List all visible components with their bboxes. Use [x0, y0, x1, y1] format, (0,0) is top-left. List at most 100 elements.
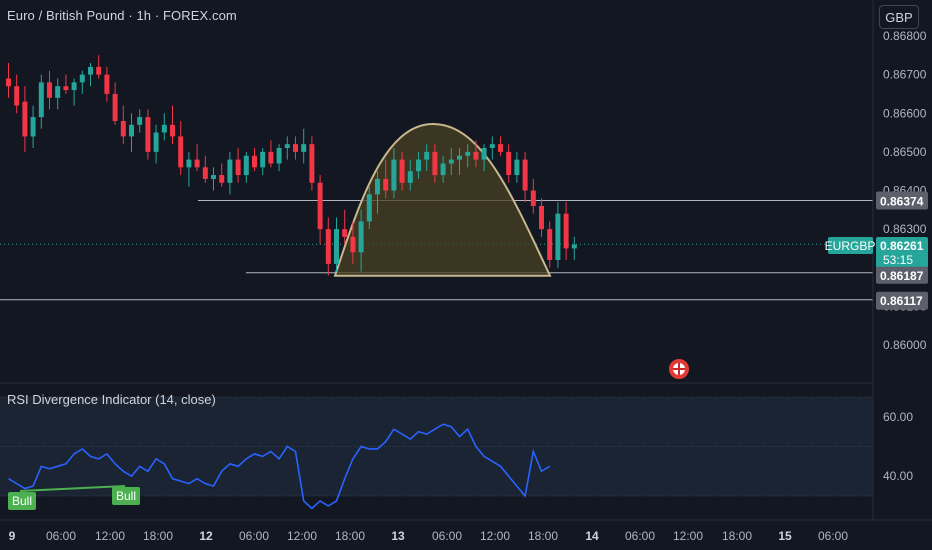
- price-tick: 0.86300: [883, 222, 927, 236]
- level-support-label: 0.86117: [880, 294, 923, 308]
- candle-body: [243, 155, 249, 176]
- candle-body: [383, 178, 389, 191]
- candle-body: [399, 159, 405, 183]
- candle-body: [366, 194, 372, 222]
- time-tick: 06:00: [625, 529, 655, 543]
- time-tick: 12:00: [287, 529, 317, 543]
- level-lower-box: [876, 266, 928, 284]
- time-tick: 06:00: [239, 529, 269, 543]
- candle-body: [104, 74, 110, 94]
- rounded-top-pattern: [333, 122, 552, 277]
- bull-label-box: [8, 492, 36, 510]
- candle-body: [563, 213, 569, 249]
- time-tick: 06:00: [432, 529, 462, 543]
- candle-body: [260, 151, 266, 168]
- candle-body: [211, 175, 216, 179]
- candle-body: [145, 117, 151, 152]
- candle-body: [522, 159, 528, 191]
- rsi-band: [0, 397, 873, 496]
- time-tick: 06:00: [818, 529, 848, 543]
- candle-body: [6, 78, 11, 87]
- countdown-label: 53:15: [883, 253, 913, 267]
- time-tick: 14: [585, 529, 599, 543]
- candle-body: [47, 82, 52, 98]
- bull-label: Bull: [12, 494, 32, 508]
- candle-body: [194, 159, 200, 168]
- rsi-line: [8, 423, 551, 510]
- candle-body: [448, 159, 454, 164]
- level-upper-box: [876, 191, 928, 210]
- candle-body: [202, 167, 208, 179]
- rsi-tick: 60.00: [883, 410, 913, 424]
- candle-body: [334, 229, 339, 264]
- bull-divergence-line: [19, 485, 126, 492]
- currency-button[interactable]: GBP: [879, 5, 919, 29]
- rsi-layer: Bull Bull: [8, 423, 551, 510]
- time-tick: 18:00: [335, 529, 365, 543]
- candle-body: [30, 117, 36, 137]
- candle-body: [481, 148, 487, 160]
- last-price-box: [876, 237, 928, 268]
- candle-body: [153, 132, 159, 152]
- candle-body: [473, 151, 479, 160]
- price-tick: 0.86500: [883, 145, 927, 159]
- time-tick: 13: [391, 529, 405, 543]
- candle-body: [325, 229, 331, 264]
- level-lower-label: 0.86187: [880, 269, 924, 283]
- candle-body: [137, 117, 143, 125]
- time-tick: 12:00: [95, 529, 125, 543]
- candle-body: [424, 151, 430, 160]
- candle-body: [375, 178, 380, 195]
- time-tick: 15: [778, 529, 792, 543]
- price-axis[interactable]: 0.868000.867000.866000.865000.864000.863…: [883, 29, 927, 352]
- candle-body: [88, 66, 93, 75]
- candle-body: [571, 244, 577, 249]
- candle-body: [219, 175, 225, 183]
- candle-body: [96, 66, 102, 75]
- bull-label: Bull: [116, 489, 136, 503]
- candle-body: [547, 229, 553, 261]
- price-tick: 0.86800: [883, 29, 927, 43]
- candle-body: [38, 82, 44, 118]
- time-tick: 18:00: [722, 529, 752, 543]
- last-price-label: 0.86261: [880, 239, 924, 253]
- candle-body: [301, 144, 307, 152]
- candle-body: [465, 151, 471, 156]
- candle-body: [284, 144, 290, 149]
- candle-body: [170, 124, 175, 137]
- time-tick: 18:00: [143, 529, 173, 543]
- rsi-tick: 40.00: [883, 469, 913, 483]
- time-tick: 9: [9, 529, 16, 543]
- candle-body: [112, 93, 118, 121]
- bull-label-box: [112, 487, 140, 505]
- price-tick: 0.86700: [883, 68, 927, 82]
- candle-body: [186, 159, 192, 168]
- candle-body: [55, 86, 61, 98]
- candle-body: [530, 190, 536, 206]
- candle-body: [129, 124, 134, 137]
- candle-body: [514, 159, 520, 176]
- candle-body: [432, 151, 438, 176]
- level-upper-label: 0.86374: [880, 195, 924, 209]
- time-axis[interactable]: 9 06:00 12:00 18:00 12 06:00 12:00 18:00 13 06:00…: [9, 529, 849, 543]
- candle-body: [498, 144, 503, 152]
- candle-body: [14, 86, 20, 106]
- candle-body: [555, 213, 561, 261]
- candle-body: [457, 155, 462, 160]
- candle-body: [22, 101, 28, 137]
- candle-body: [235, 159, 241, 176]
- price-tick: 0.86600: [883, 106, 927, 120]
- candle-body: [440, 163, 446, 176]
- level-support-box: [876, 291, 928, 310]
- candle-body: [489, 144, 495, 149]
- rsi-axis[interactable]: 60.00 40.00: [883, 410, 913, 483]
- uk-flag-event-icon[interactable]: [669, 359, 689, 379]
- candle-body: [506, 151, 512, 176]
- rsi-indicator-title[interactable]: RSI Divergence Indicator (14, close): [7, 392, 216, 407]
- candle-body: [391, 159, 397, 191]
- candle-body: [268, 151, 274, 164]
- symbol-title[interactable]: Euro / British Pound · 1h · FOREX.com: [7, 8, 237, 23]
- candle-body: [63, 86, 69, 91]
